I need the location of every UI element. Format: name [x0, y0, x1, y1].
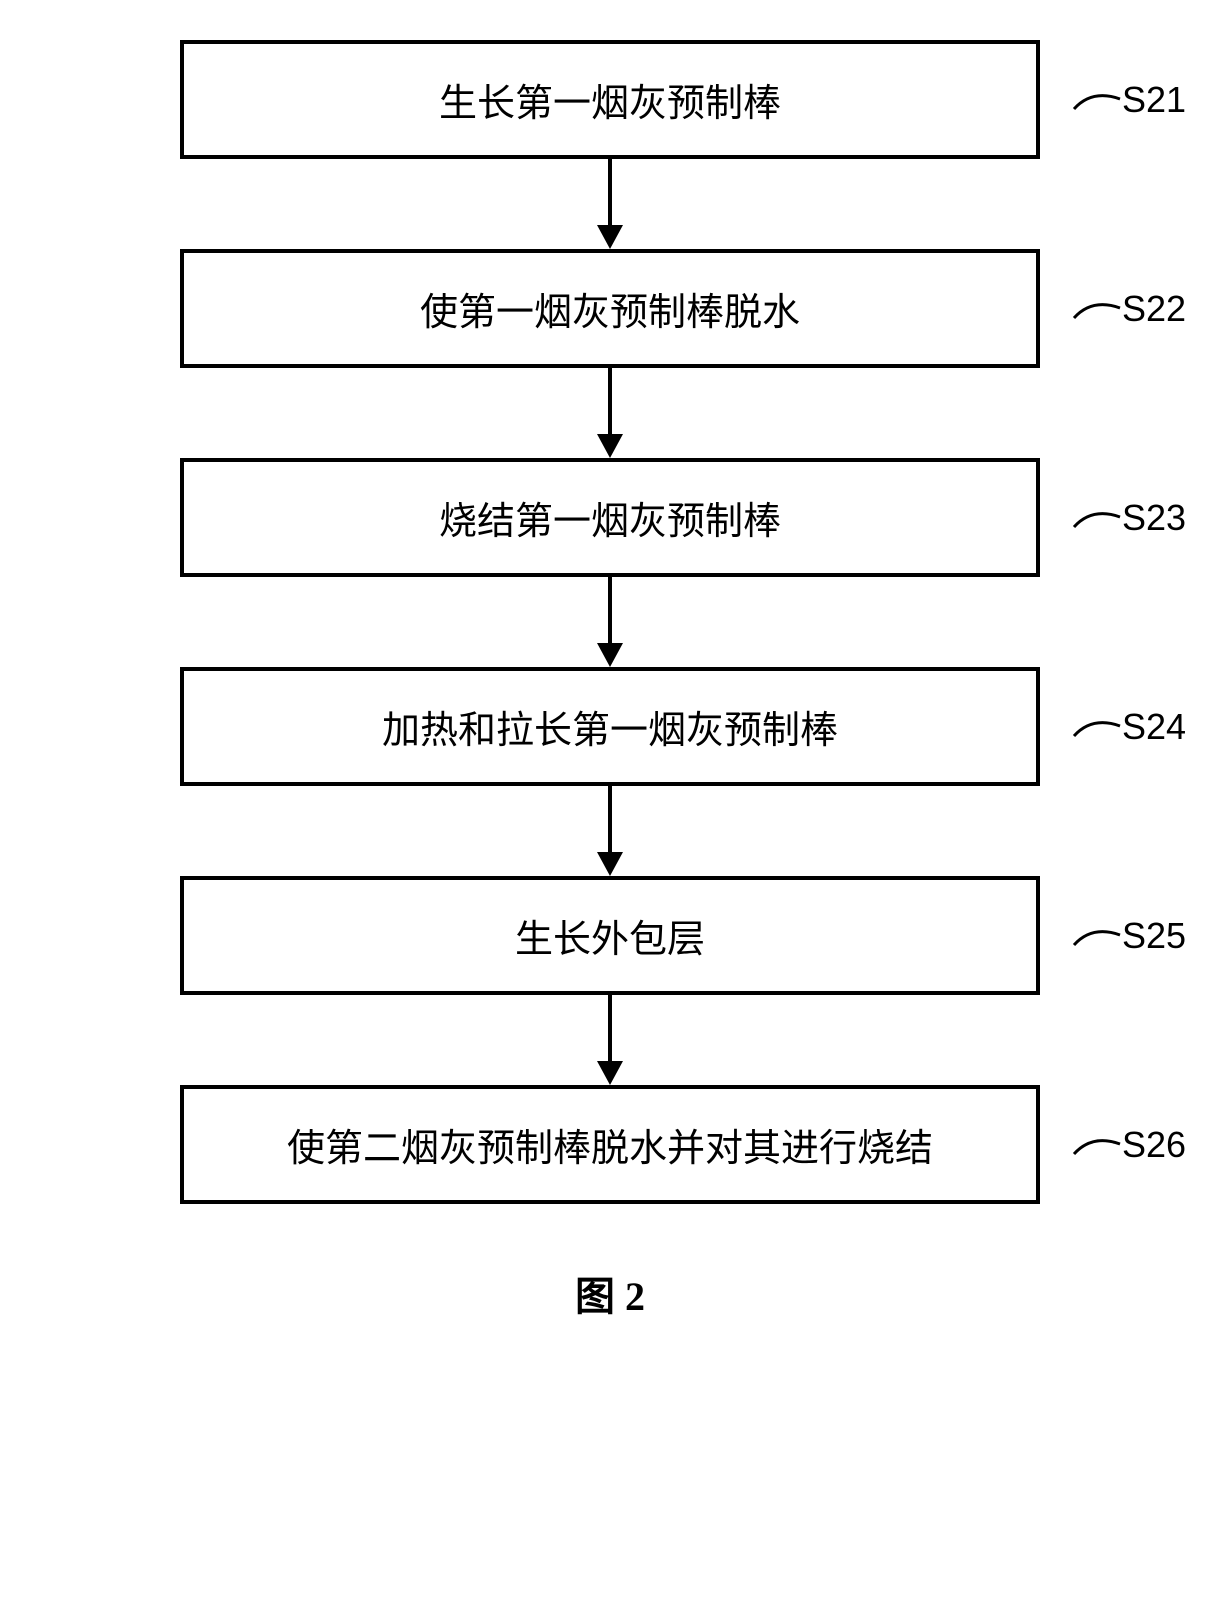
step-text: 加热和拉长第一烟灰预制棒 [382, 710, 838, 752]
arrow-connector [60, 786, 1160, 876]
step-label-text: S23 [1122, 497, 1186, 539]
connector-curve-icon [1072, 85, 1122, 115]
connector-curve-icon [1072, 1130, 1122, 1160]
step-box-s26: 使第二烟灰预制棒脱水并对其进行烧结 S26 [180, 1085, 1040, 1204]
figure-label: 图 2 [60, 1264, 1160, 1322]
step-row: 烧结第一烟灰预制棒 S23 [60, 458, 1160, 577]
step-label-s23: S23 [1072, 497, 1186, 539]
connector-curve-icon [1072, 294, 1122, 324]
step-label-text: S24 [1122, 706, 1186, 748]
step-box-s24: 加热和拉长第一烟灰预制棒 S24 [180, 667, 1040, 786]
flowchart-container: 生长第一烟灰预制棒 S21 使第一烟灰预制棒脱水 S22 [60, 40, 1160, 1322]
step-box-s23: 烧结第一烟灰预制棒 S23 [180, 458, 1040, 577]
step-box-s22: 使第一烟灰预制棒脱水 S22 [180, 249, 1040, 368]
arrow-connector [60, 995, 1160, 1085]
step-label-text: S25 [1122, 915, 1186, 957]
step-text: 使第二烟灰预制棒脱水并对其进行烧结 [287, 1128, 933, 1170]
connector-curve-icon [1072, 712, 1122, 742]
arrow-connector [60, 577, 1160, 667]
arrow-down-icon [590, 368, 630, 458]
step-label-s21: S21 [1072, 79, 1186, 121]
step-label-s26: S26 [1072, 1124, 1186, 1166]
step-box-s21: 生长第一烟灰预制棒 S21 [180, 40, 1040, 159]
step-row: 生长外包层 S25 [60, 876, 1160, 995]
step-label-text: S21 [1122, 79, 1186, 121]
step-row: 生长第一烟灰预制棒 S21 [60, 40, 1160, 159]
connector-curve-icon [1072, 503, 1122, 533]
step-row: 使第二烟灰预制棒脱水并对其进行烧结 S26 [60, 1085, 1160, 1204]
step-box-s25: 生长外包层 S25 [180, 876, 1040, 995]
arrow-connector [60, 159, 1160, 249]
step-text: 烧结第一烟灰预制棒 [439, 501, 781, 543]
step-label-text: S26 [1122, 1124, 1186, 1166]
connector-curve-icon [1072, 921, 1122, 951]
step-label-text: S22 [1122, 288, 1186, 330]
step-row: 使第一烟灰预制棒脱水 S22 [60, 249, 1160, 368]
step-label-s25: S25 [1072, 915, 1186, 957]
arrow-down-icon [590, 577, 630, 667]
step-label-s24: S24 [1072, 706, 1186, 748]
step-row: 加热和拉长第一烟灰预制棒 S24 [60, 667, 1160, 786]
arrow-down-icon [590, 159, 630, 249]
step-label-s22: S22 [1072, 288, 1186, 330]
arrow-connector [60, 368, 1160, 458]
arrow-down-icon [590, 786, 630, 876]
step-text: 生长外包层 [515, 919, 705, 961]
step-text: 使第一烟灰预制棒脱水 [420, 292, 800, 334]
arrow-down-icon [590, 995, 630, 1085]
step-text: 生长第一烟灰预制棒 [439, 83, 781, 125]
